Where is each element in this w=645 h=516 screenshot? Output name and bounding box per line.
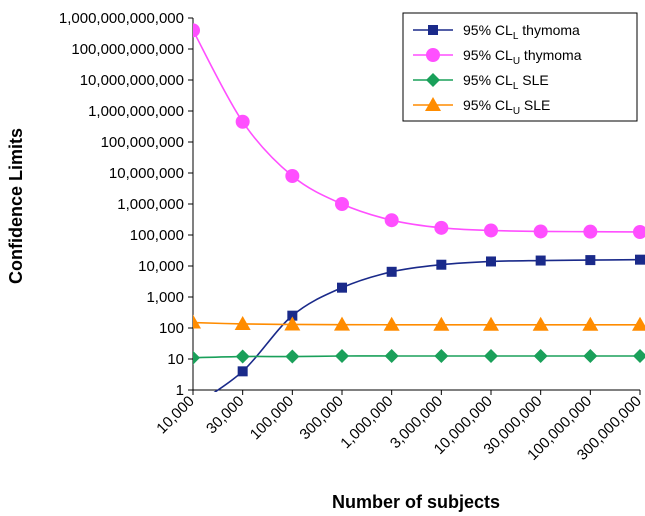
data-point <box>384 213 399 228</box>
legend-label-main: 95% CL <box>463 22 513 38</box>
x-tick-label: 10,000 <box>153 393 197 437</box>
data-point <box>334 316 350 331</box>
data-point <box>535 255 546 266</box>
data-point <box>632 316 645 331</box>
data-point <box>235 349 250 364</box>
data-point <box>193 350 200 365</box>
plot-area <box>193 23 645 392</box>
x-axis: 10,000 30,000 100,000 300,0001,000,0003,000… <box>153 389 645 464</box>
y-tick-label: 10 <box>167 351 184 368</box>
series-line <box>213 258 641 392</box>
y-tick-label: 1,000,000,000 <box>88 103 184 120</box>
data-point <box>436 259 447 270</box>
legend-box <box>402 12 638 122</box>
y-tick-label: 10,000 <box>138 258 184 275</box>
data-point <box>582 316 599 331</box>
data-point <box>193 23 200 38</box>
legend-label-subscript: U <box>513 106 520 117</box>
data-point <box>234 315 251 330</box>
series-line <box>193 29 641 233</box>
y-tick-label: 10,000,000,000 <box>80 72 184 89</box>
data-point <box>486 256 496 267</box>
y-tick-label: 1 <box>176 382 184 399</box>
data-point <box>583 348 598 363</box>
data-point <box>335 348 349 363</box>
x-tick-label: 100,000 <box>247 393 297 443</box>
legend-entry: 95% CLU SLE <box>413 97 550 117</box>
series-layer <box>193 23 645 392</box>
data-point <box>235 114 250 129</box>
legend-marker <box>428 25 438 35</box>
data-point <box>532 316 549 331</box>
data-point <box>434 348 449 363</box>
legend-label-suffix: thymoma <box>518 22 580 38</box>
legend-entry: 95% CLU thymoma <box>413 47 582 67</box>
data-point <box>386 266 397 277</box>
legend-label-suffix: SLE <box>518 72 548 88</box>
legend-marker <box>426 73 440 87</box>
series-3 <box>193 314 645 331</box>
data-point <box>484 223 498 238</box>
legend-label: 95% CLU thymoma <box>463 47 582 67</box>
y-axis: 1 10 100 1,000 10,000 100,000 1,000,000 10,000,… <box>59 10 194 399</box>
legend-marker <box>426 48 440 62</box>
x-tick-label: 30,000 <box>203 393 247 437</box>
legend-label-suffix: thymoma <box>520 47 582 63</box>
data-point <box>433 316 450 331</box>
x-tick-label: 1,000,000 <box>337 393 396 452</box>
data-point <box>287 310 298 321</box>
legend-label-subscript: L <box>513 81 519 92</box>
data-point <box>285 349 300 364</box>
data-point <box>635 254 645 265</box>
data-point <box>237 366 248 377</box>
legend-label-main: 95% CL <box>463 72 513 88</box>
legend-label: 95% CLU SLE <box>463 97 550 117</box>
data-point <box>484 348 498 363</box>
series-2 <box>193 348 645 365</box>
data-point <box>533 348 548 363</box>
x-axis-title: Number of subjects <box>332 492 500 512</box>
legend-label: 95% CLL SLE <box>463 72 549 92</box>
legend-label-main: 95% CL <box>463 47 513 63</box>
data-point <box>533 224 548 239</box>
legend-entry: 95% CLL thymoma <box>413 22 580 42</box>
data-point <box>193 314 201 329</box>
legend-label-main: 95% CL <box>463 97 513 113</box>
series-0 <box>213 254 645 392</box>
legend-label: 95% CLL thymoma <box>463 22 580 42</box>
legend-label-subscript: L <box>513 31 519 42</box>
data-point <box>585 255 596 266</box>
y-tick-label: 100,000,000 <box>101 134 184 151</box>
y-tick-label: 1,000 <box>146 289 184 306</box>
y-tick-label: 100,000 <box>130 227 184 244</box>
data-point <box>383 316 400 331</box>
data-point <box>633 224 645 239</box>
data-point <box>583 224 598 239</box>
data-point <box>633 348 645 363</box>
legend-marker <box>425 97 441 111</box>
x-tick-label: 300,000 <box>296 393 346 443</box>
data-point <box>434 220 449 235</box>
series-line <box>193 321 640 326</box>
data-point <box>284 316 301 331</box>
data-point <box>337 282 347 293</box>
data-point <box>483 316 499 331</box>
y-axis-title: Confidence Limits <box>6 128 26 284</box>
y-tick-label: 1,000,000,000,000 <box>59 10 184 27</box>
series-line <box>193 355 640 359</box>
legend-entry: 95% CLL SLE <box>413 72 549 92</box>
data-point <box>335 197 349 211</box>
legend-label-subscript: U <box>513 56 520 67</box>
y-tick-label: 100,000,000,000 <box>71 41 184 58</box>
data-point <box>285 169 300 184</box>
series-1 <box>193 23 645 239</box>
y-tick-label: 100 <box>159 320 184 337</box>
y-tick-label: 1,000,000 <box>117 196 184 213</box>
data-point <box>384 348 399 363</box>
y-tick-label: 10,000,000 <box>109 165 184 182</box>
legend-label-suffix: SLE <box>520 97 550 113</box>
